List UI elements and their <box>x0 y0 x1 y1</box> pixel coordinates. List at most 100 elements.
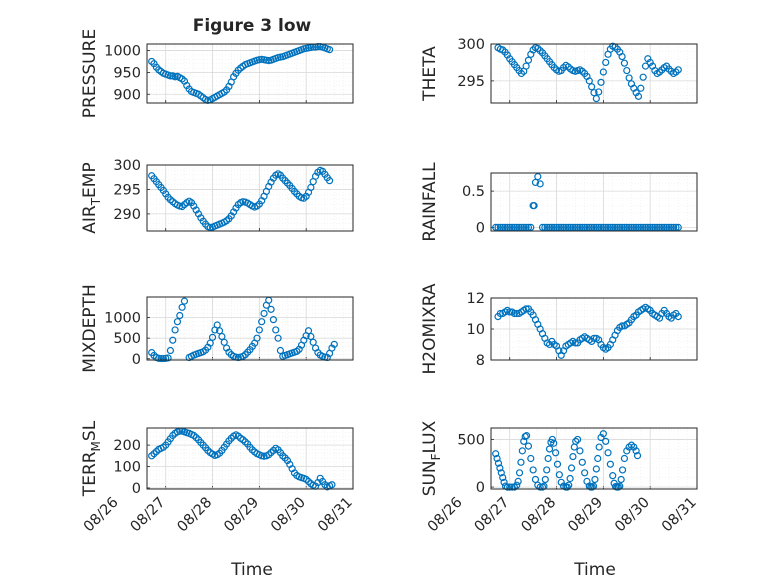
data-point <box>552 223 561 231</box>
x-tick-label: 08/30 <box>612 495 653 536</box>
data-point <box>508 223 516 231</box>
data-point <box>609 223 617 231</box>
data-point <box>653 223 661 231</box>
data-point <box>599 68 607 76</box>
data-point <box>633 452 642 460</box>
data-point <box>669 223 678 231</box>
data-point <box>524 223 533 231</box>
data-point <box>594 454 602 463</box>
data-point <box>576 447 584 455</box>
data-point <box>667 223 675 231</box>
data-point <box>583 223 591 231</box>
y-tick-label: 300 <box>457 37 485 53</box>
data-point <box>548 435 556 444</box>
data-point <box>304 327 313 335</box>
data-point <box>309 338 317 346</box>
data-point <box>644 55 652 63</box>
data-point <box>563 483 571 491</box>
data-point <box>590 223 598 231</box>
data-point <box>541 223 549 231</box>
data-point <box>552 449 560 457</box>
y-tick-label: 10 <box>467 322 485 338</box>
data-point <box>522 62 530 70</box>
y-axis-label: SUNFLUX <box>420 420 443 496</box>
data-point <box>595 223 603 231</box>
data-point <box>569 452 577 461</box>
axes-frame <box>146 164 354 232</box>
data-point <box>590 334 598 342</box>
data-point <box>515 223 523 231</box>
data-point <box>524 442 533 450</box>
data-point <box>550 223 558 231</box>
data-point <box>520 223 528 231</box>
data-point <box>623 66 631 75</box>
data-point <box>588 483 596 491</box>
data-point <box>648 223 657 231</box>
data-point <box>616 223 624 231</box>
data-point <box>590 89 598 97</box>
data-point <box>569 223 577 231</box>
y-tick-label: 0 <box>132 352 141 368</box>
y-tick-label: 12 <box>467 291 485 307</box>
figure-title: Figure 3 low <box>193 16 312 36</box>
y-tick-label: 1000 <box>104 44 141 60</box>
series-markers <box>148 166 334 232</box>
x-tick-label: 08/27 <box>472 495 513 536</box>
data-point <box>620 454 629 463</box>
data-point <box>588 83 596 91</box>
data-point <box>662 223 671 231</box>
data-point <box>206 339 214 347</box>
data-point <box>220 338 228 346</box>
data-point <box>276 346 285 355</box>
data-point <box>658 223 666 231</box>
data-point <box>639 223 647 231</box>
data-point <box>325 46 334 54</box>
data-point <box>508 483 516 491</box>
data-point <box>572 437 580 445</box>
data-point <box>157 354 165 363</box>
data-point <box>606 460 614 468</box>
data-point <box>330 340 338 348</box>
x-axis-label-left: Time <box>230 560 273 580</box>
y-tick-label: 500 <box>113 331 141 347</box>
y-axis-label: AIRTEMP <box>80 162 103 233</box>
data-point <box>597 78 605 86</box>
data-point <box>255 326 263 334</box>
data-point <box>604 449 612 457</box>
data-point <box>501 223 509 231</box>
data-point <box>215 327 224 335</box>
y-tick-label: 0.5 <box>462 184 485 200</box>
data-point <box>606 223 614 231</box>
data-point <box>550 439 558 447</box>
axes-frame <box>146 427 354 490</box>
x-tick-label: 08/29 <box>221 495 262 536</box>
data-point <box>591 475 599 484</box>
axes-frame <box>490 427 698 490</box>
data-point <box>599 430 607 438</box>
data-point <box>510 223 519 231</box>
data-point <box>614 483 622 491</box>
data-point <box>592 223 600 231</box>
axes-frame <box>146 43 354 104</box>
data-point <box>269 316 278 324</box>
y-tick-label: 8 <box>476 353 485 369</box>
data-point <box>613 223 622 231</box>
data-point <box>646 58 654 67</box>
data-point <box>534 173 542 181</box>
y-axis-label: MIXDEPTH <box>80 284 100 373</box>
data-point <box>513 309 521 318</box>
data-point <box>180 297 189 305</box>
data-point <box>178 303 186 311</box>
series-markers <box>148 427 336 491</box>
data-point <box>169 336 177 344</box>
data-point <box>637 223 645 231</box>
data-point <box>555 471 563 479</box>
data-point <box>173 318 182 326</box>
data-point <box>562 223 570 231</box>
data-point <box>496 309 504 318</box>
data-point <box>592 94 600 103</box>
series-markers <box>494 303 682 359</box>
x-tick-label: 08/29 <box>565 495 606 536</box>
data-point <box>592 465 600 473</box>
data-point <box>576 223 584 231</box>
